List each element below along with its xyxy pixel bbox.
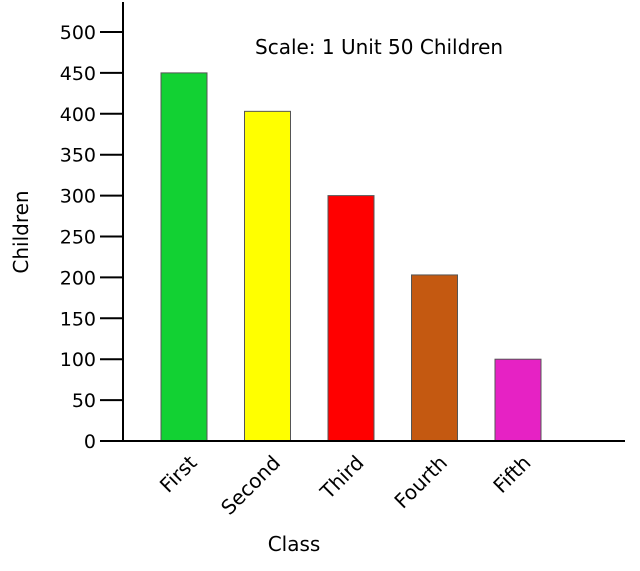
y-tick-label: 250: [60, 227, 96, 249]
bar-fourth: [411, 274, 458, 442]
x-axis-tick-labels: First Second Third Fourth Fifth: [155, 450, 536, 519]
x-axis-title: Class: [268, 532, 321, 556]
bar-third: [327, 195, 375, 442]
y-tick-label: 400: [60, 104, 96, 126]
scale-note: Scale: 1 Unit 50 Children: [255, 35, 503, 59]
bar-fifth: [494, 358, 542, 442]
y-tick-label: 500: [60, 22, 96, 44]
y-tick-label: 150: [60, 308, 96, 330]
x-tick-label: First: [155, 450, 202, 497]
y-tick-label: 100: [60, 349, 96, 371]
x-tick-label: Third: [315, 451, 369, 505]
y-tick-label: 450: [60, 63, 96, 85]
y-tick-label: 300: [60, 186, 96, 208]
bar-first: [160, 72, 208, 442]
x-tick-label: Second: [216, 451, 285, 520]
x-tick-label: Fifth: [488, 451, 535, 498]
y-tick-label: 200: [60, 267, 96, 289]
y-axis-ticks: 0 50 100 150 200 250 300 350 400 450 500: [60, 22, 123, 453]
y-tick-label: 50: [72, 390, 96, 412]
bars-group: [160, 72, 542, 442]
y-tick-label: 0: [84, 431, 96, 453]
y-axis-title: Children: [9, 190, 33, 273]
bar-second: [244, 110, 291, 442]
y-tick-label: 350: [60, 145, 96, 167]
x-tick-label: Fourth: [389, 451, 452, 514]
